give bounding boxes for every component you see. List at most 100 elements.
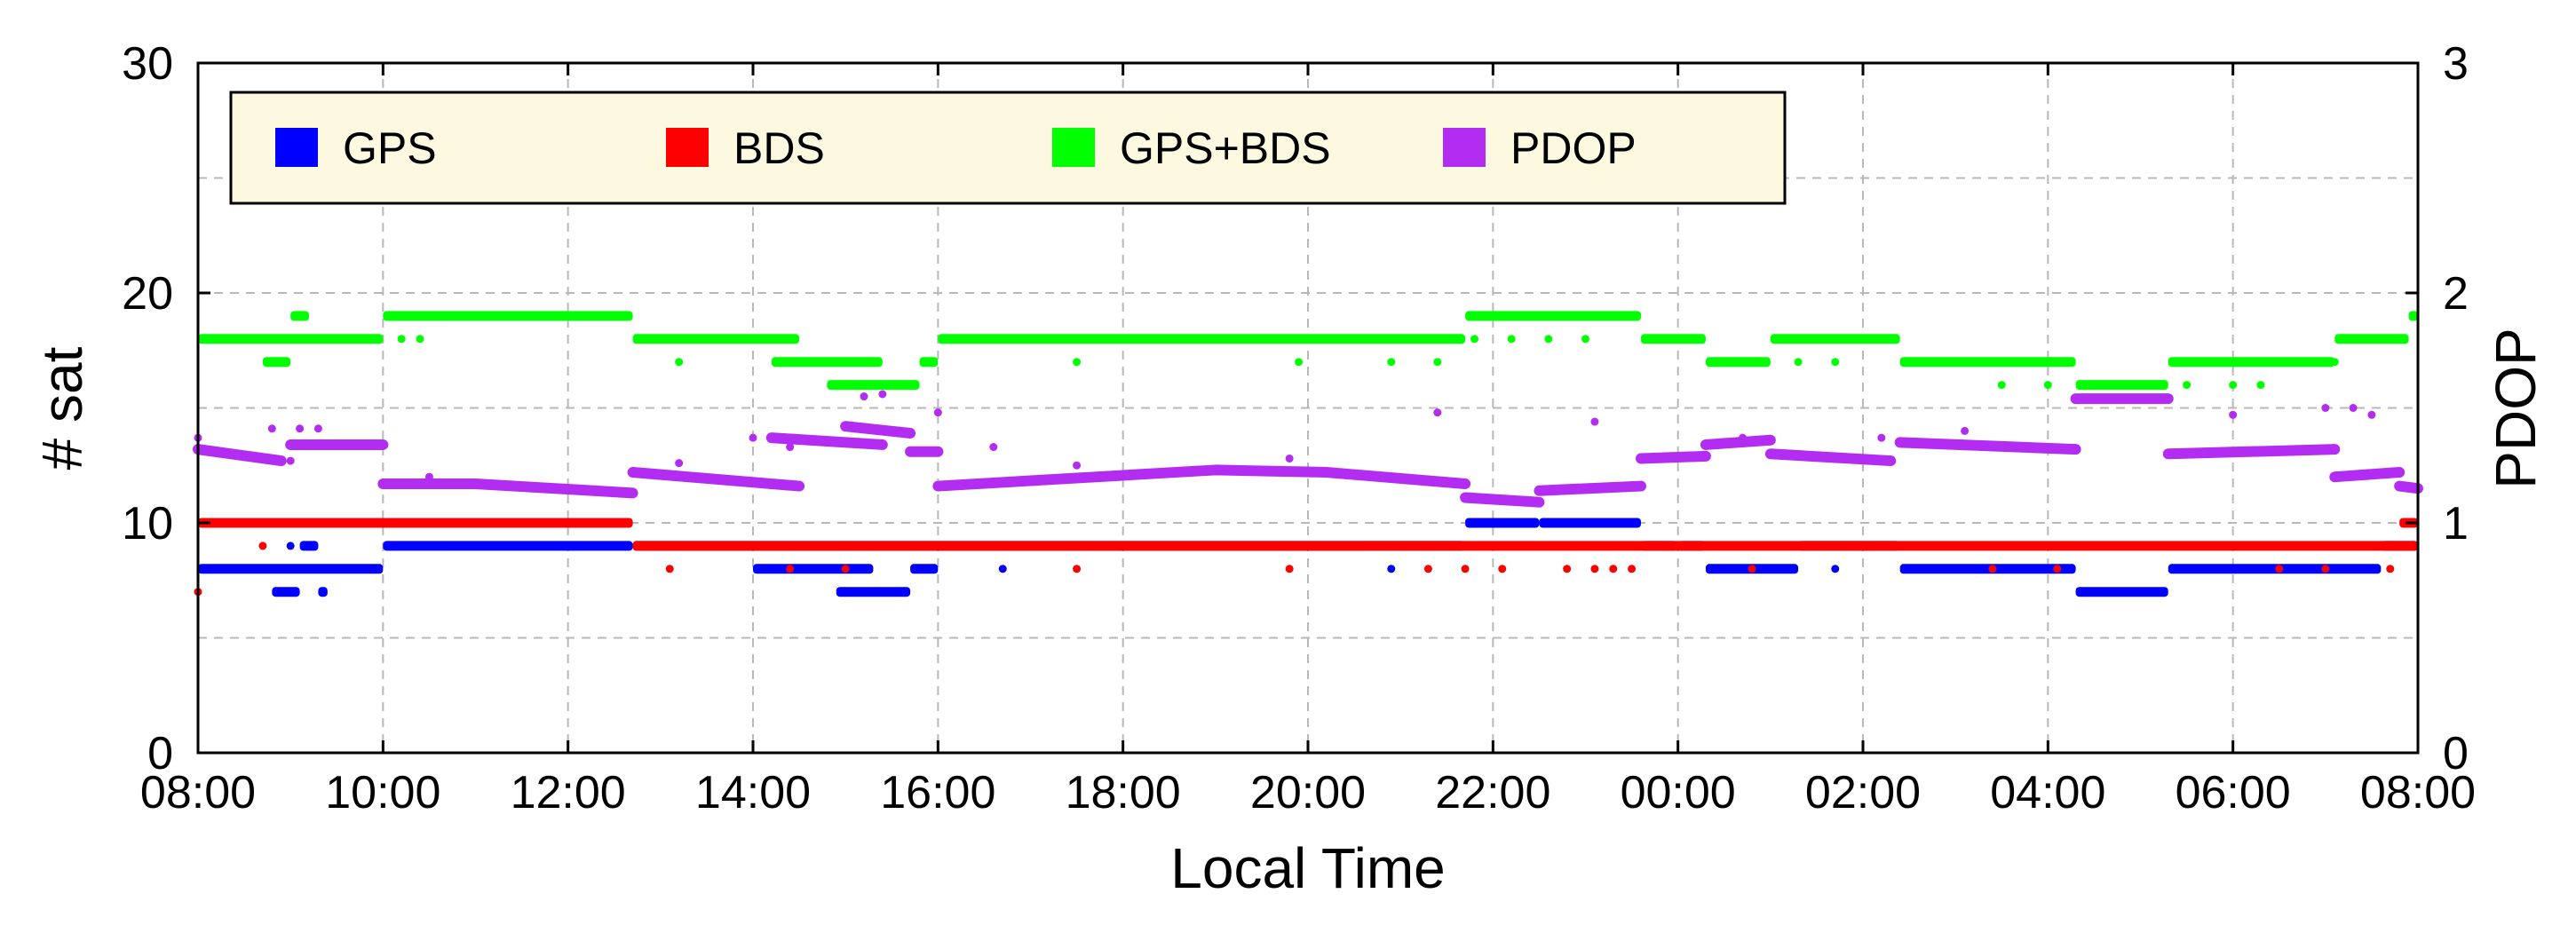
data-curve: [1460, 492, 1545, 508]
data-segment: [632, 334, 800, 344]
data-point: [1285, 454, 1294, 463]
data-curve: [932, 464, 1471, 492]
y-tick-label: 0: [147, 728, 173, 779]
data-point: [1285, 565, 1294, 573]
data-segment: [753, 564, 874, 574]
data-curve: [1636, 450, 1711, 464]
data-segment: [938, 334, 1466, 344]
data-point: [1387, 358, 1396, 367]
data-point: [1961, 426, 1970, 435]
y2-tick-label: 2: [2443, 268, 2469, 320]
x-tick-label: 08:00: [2360, 767, 2476, 818]
data-segment: [198, 564, 384, 574]
data-point: [1590, 565, 1599, 573]
data-point: [989, 443, 998, 452]
data-point: [1831, 358, 1840, 367]
data-point: [841, 565, 850, 573]
data-point: [2321, 565, 2330, 573]
data-segment: [290, 311, 309, 321]
data-point: [1831, 565, 1840, 573]
legend-swatch: [1443, 128, 1486, 167]
x-tick-label: 22:00: [1435, 767, 1550, 818]
data-point: [424, 472, 433, 481]
data-point: [2321, 404, 2330, 412]
data-point: [2330, 358, 2339, 367]
x-tick-label: 18:00: [1066, 767, 1181, 818]
data-curve: [2394, 480, 2423, 494]
data-segment: [383, 311, 633, 321]
data-point: [1739, 433, 1748, 442]
data-point: [2229, 381, 2238, 390]
data-point: [675, 358, 684, 367]
data-segment: [827, 380, 920, 391]
data-segment: [299, 541, 319, 551]
data-segment: [2168, 357, 2335, 368]
y-axis-title: # sat: [30, 346, 94, 470]
data-point: [1461, 565, 1470, 573]
data-point: [2043, 381, 2052, 390]
data-point: [1877, 433, 1886, 442]
x-axis-title: Local Time: [1170, 836, 1445, 900]
data-point: [878, 390, 887, 399]
x-tick-label: 02:00: [1805, 767, 1921, 818]
data-point: [1295, 358, 1304, 367]
data-point: [1507, 335, 1516, 344]
x-tick-label: 00:00: [1621, 767, 1736, 818]
x-tick-label: 08:00: [140, 767, 256, 818]
series-pdop: [193, 390, 2423, 508]
series-bds: [194, 518, 2419, 597]
data-segment: [2168, 564, 2382, 574]
data-point: [1387, 565, 1396, 573]
legend-box: [229, 91, 1787, 205]
data-segment: [632, 541, 2419, 551]
data-point: [749, 433, 757, 442]
data-curve: [2329, 467, 2406, 483]
x-tick-label: 14:00: [695, 767, 811, 818]
x-tick-label: 20:00: [1250, 767, 1366, 818]
data-point: [1756, 565, 1765, 573]
legend: GPS BDS GPS+BDS PDOP: [229, 91, 1787, 205]
y2-tick-label: 0: [2443, 728, 2469, 779]
legend-swatch: [275, 128, 318, 167]
data-segment: [198, 334, 384, 344]
data-point: [2367, 410, 2376, 419]
x-tick-label: 06:00: [2176, 767, 2291, 818]
data-curve: [1700, 434, 1776, 450]
data-point: [860, 392, 868, 401]
data-segment: [272, 587, 300, 597]
data-point: [1073, 565, 1082, 573]
data-segment: [771, 357, 883, 368]
x-tick-label: 10:00: [325, 767, 440, 818]
data-curve: [1534, 480, 1646, 496]
data-segment: [1770, 334, 1900, 344]
data-point: [1748, 565, 1756, 573]
data-point: [2349, 404, 2358, 412]
data-curve: [193, 444, 287, 467]
x-tick-label: 16:00: [880, 767, 995, 818]
data-segment: [1465, 311, 1641, 321]
x-tick-label: 12:00: [511, 767, 626, 818]
data-point: [2053, 565, 2062, 573]
data-point: [786, 443, 795, 452]
data-segment: [1641, 334, 1706, 344]
data-curve: [765, 432, 888, 450]
data-point: [998, 565, 1007, 573]
y-tick-label: 30: [122, 38, 173, 90]
data-point: [2386, 565, 2395, 573]
data-point: [1794, 358, 1803, 367]
data-segment: [383, 541, 633, 551]
data-point: [665, 565, 674, 573]
legend-swatch: [1052, 128, 1095, 167]
y2-tick-label: 1: [2443, 498, 2469, 550]
data-point: [1423, 565, 1432, 573]
data-point: [2275, 565, 2284, 573]
legend-label: GPS: [343, 123, 437, 173]
data-point: [786, 565, 795, 573]
series-gps-plus-bds: [198, 311, 2418, 391]
data-point: [267, 424, 276, 433]
data-point: [1609, 565, 1618, 573]
data-point: [286, 456, 295, 465]
data-point: [2256, 381, 2265, 390]
